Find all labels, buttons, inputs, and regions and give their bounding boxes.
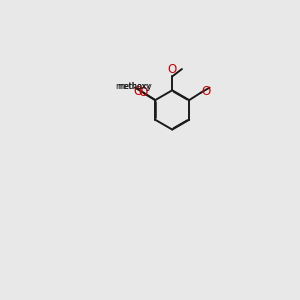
Text: O: O — [138, 85, 147, 98]
Text: methoxy: methoxy — [115, 82, 152, 91]
Text: O: O — [168, 62, 177, 76]
Text: O: O — [134, 85, 143, 98]
Text: methoxy: methoxy — [117, 82, 150, 91]
Text: O: O — [202, 85, 211, 98]
